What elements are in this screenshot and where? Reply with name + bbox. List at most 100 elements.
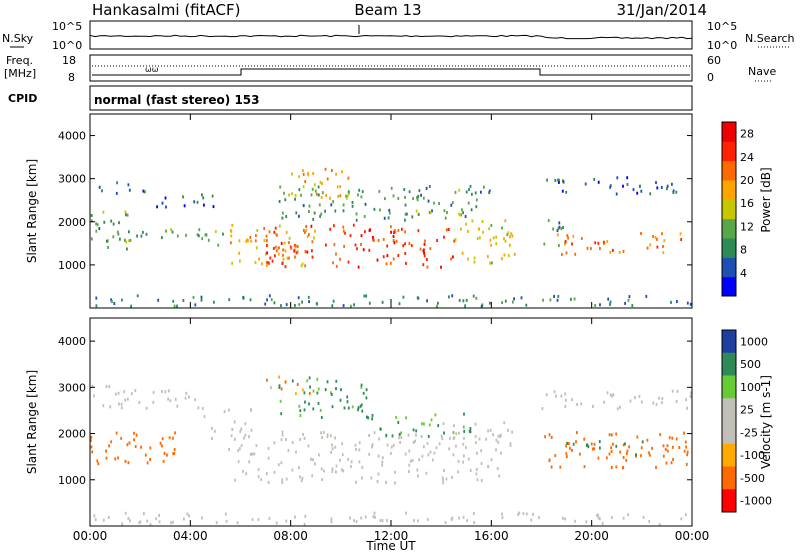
cell-power-0 bbox=[102, 210, 105, 214]
cell-power-4 bbox=[277, 252, 280, 256]
cell-power-1 bbox=[116, 181, 118, 185]
cell-power-6 bbox=[482, 230, 484, 234]
cell-velocity-5 bbox=[330, 393, 333, 396]
cell-power-5 bbox=[311, 249, 313, 253]
cell-velocity-11 bbox=[532, 512, 534, 516]
cell-power-13 bbox=[553, 294, 555, 298]
beam-title: Beam 13 bbox=[354, 1, 421, 19]
cell-power-5 bbox=[310, 224, 313, 228]
cell-velocity-3 bbox=[355, 480, 357, 484]
cell-power-5 bbox=[390, 230, 392, 234]
cell-velocity-7 bbox=[405, 416, 407, 420]
cell-velocity-3 bbox=[425, 471, 428, 475]
cell-power-8 bbox=[294, 193, 297, 197]
cell-velocity-3 bbox=[245, 472, 248, 476]
cell-power-13 bbox=[504, 299, 507, 303]
cell-power-13 bbox=[628, 295, 631, 299]
cell-velocity-11 bbox=[138, 521, 141, 525]
cell-velocity-4 bbox=[441, 437, 444, 441]
cell-power-13 bbox=[280, 304, 282, 308]
power-colorbar-segment bbox=[722, 276, 736, 297]
cell-power-6 bbox=[473, 256, 476, 260]
cell-power-9 bbox=[558, 225, 561, 229]
cell-power-8 bbox=[304, 180, 307, 184]
cell-power-13 bbox=[350, 304, 352, 308]
cell-power-8 bbox=[335, 172, 337, 176]
cell-power-5 bbox=[410, 244, 413, 248]
cell-power-7 bbox=[384, 197, 386, 201]
cell-power-5 bbox=[362, 248, 365, 252]
cell-velocity-3 bbox=[398, 436, 401, 440]
cell-velocity-8 bbox=[548, 433, 551, 437]
cell-velocity-1 bbox=[174, 397, 177, 401]
cell-power-12 bbox=[649, 192, 652, 196]
velocity-colorbar-tick: -1000 bbox=[740, 495, 772, 508]
cell-power-4 bbox=[239, 259, 241, 263]
cell-power-4 bbox=[247, 239, 249, 242]
cell-power-12 bbox=[675, 190, 678, 194]
cell-velocity-3 bbox=[281, 478, 284, 482]
velocity-ylabel: Slant Range [km] bbox=[25, 370, 39, 474]
cell-velocity-4 bbox=[497, 434, 500, 438]
cell-power-5 bbox=[274, 245, 277, 249]
cell-power-5 bbox=[276, 249, 278, 253]
cell-velocity-6 bbox=[270, 386, 272, 390]
time-xlabel: Time UT bbox=[365, 539, 416, 553]
cell-velocity-0 bbox=[144, 453, 147, 457]
cell-velocity-5 bbox=[359, 404, 362, 408]
cell-power-5 bbox=[426, 258, 428, 261]
cell-velocity-11 bbox=[627, 513, 630, 517]
cell-power-7 bbox=[392, 194, 395, 198]
cell-power-13 bbox=[307, 295, 310, 299]
cell-power-5 bbox=[329, 227, 332, 231]
cell-velocity-3 bbox=[318, 453, 320, 457]
cell-power-10 bbox=[564, 242, 566, 246]
cell-velocity-3 bbox=[392, 443, 395, 447]
cell-velocity-7 bbox=[421, 422, 423, 426]
cell-velocity-3 bbox=[418, 458, 420, 462]
cell-velocity-4 bbox=[499, 434, 501, 438]
cell-velocity-0 bbox=[162, 459, 165, 463]
cell-power-13 bbox=[315, 302, 318, 306]
cell-velocity-8 bbox=[640, 454, 642, 458]
cell-power-9 bbox=[547, 219, 550, 223]
cell-power-0 bbox=[91, 237, 93, 241]
cell-power-13 bbox=[542, 298, 544, 302]
cell-power-7 bbox=[480, 190, 482, 194]
cell-velocity-3 bbox=[228, 447, 230, 451]
ytick-label: 2000 bbox=[58, 216, 86, 229]
cell-velocity-1 bbox=[114, 392, 117, 396]
cell-power-2 bbox=[217, 243, 220, 247]
cell-power-4 bbox=[300, 264, 303, 268]
cell-power-6 bbox=[478, 227, 480, 231]
cell-power-6 bbox=[461, 251, 464, 255]
cell-power-13 bbox=[512, 300, 514, 304]
cell-power-1 bbox=[115, 191, 118, 195]
cell-velocity-3 bbox=[285, 438, 287, 441]
cell-power-6 bbox=[503, 237, 505, 241]
cell-velocity-3 bbox=[457, 459, 460, 463]
cell-velocity-8 bbox=[686, 450, 689, 454]
cell-power-6 bbox=[501, 257, 503, 261]
cell-power-5 bbox=[269, 256, 272, 260]
power-colorbar-segment bbox=[722, 199, 736, 220]
cell-velocity-11 bbox=[102, 518, 105, 522]
cell-velocity-7 bbox=[371, 417, 373, 421]
cell-velocity-7 bbox=[468, 429, 471, 433]
cell-velocity-8 bbox=[593, 442, 596, 446]
cell-velocity-11 bbox=[355, 520, 358, 524]
cell-power-5 bbox=[335, 264, 338, 268]
cell-power-5 bbox=[404, 242, 406, 246]
cell-power-5 bbox=[423, 254, 426, 258]
cell-power-10 bbox=[656, 237, 658, 241]
cell-velocity-8 bbox=[664, 448, 667, 451]
cell-velocity-5 bbox=[280, 412, 283, 416]
cell-power-5 bbox=[343, 244, 345, 248]
cell-velocity-5 bbox=[308, 402, 310, 406]
cell-velocity-3 bbox=[480, 449, 483, 453]
cell-velocity-11 bbox=[364, 515, 367, 519]
cell-velocity-3 bbox=[371, 445, 373, 449]
power-ticks: 1000 2000 3000 4000 bbox=[58, 130, 692, 272]
cell-power-2 bbox=[197, 234, 200, 238]
cell-power-6 bbox=[490, 243, 492, 247]
